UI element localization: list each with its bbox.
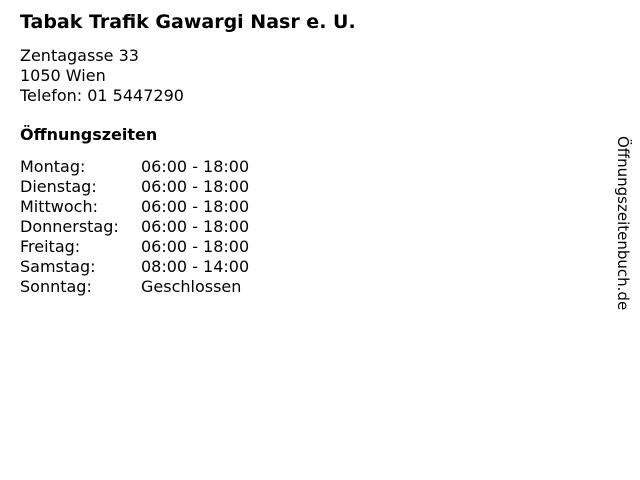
hours-day-label: Samstag: [20,257,96,276]
business-name: Tabak Trafik Gawargi Nasr e. U. [20,11,356,33]
hours-row-sunday: Sonntag: Geschlossen [20,277,356,297]
hours-day-label: Freitag: [20,237,81,256]
site-branding-vertical-text: Öffnungszeitenbuch.de [614,136,632,311]
business-phone: Telefon: 01 5447290 [20,86,184,105]
hours-time-value: 06:00 - 18:00 [141,177,250,196]
hours-row-friday: Freitag: 06:00 - 18:00 [20,237,356,257]
hours-row-tuesday: Dienstag: 06:00 - 18:00 [20,177,356,197]
hours-row-monday: Montag: 06:00 - 18:00 [20,157,356,177]
hours-time-value: 06:00 - 18:00 [141,157,250,176]
business-address: Zentagasse 33 1050 Wien Telefon: 01 5447… [20,46,356,106]
hours-row-saturday: Samstag: 08:00 - 14:00 [20,257,356,277]
listing-page: Tabak Trafik Gawargi Nasr e. U. Zentagas… [20,11,356,297]
hours-time-value: 06:00 - 18:00 [141,197,250,216]
hours-time-value: 06:00 - 18:00 [141,217,250,236]
address-city: 1050 Wien [20,66,106,85]
hours-day-label: Donnerstag: [20,217,119,236]
hours-row-thursday: Donnerstag: 06:00 - 18:00 [20,217,356,237]
opening-hours-heading: Öffnungszeiten [20,125,158,144]
hours-day-label: Montag: [20,157,86,176]
hours-time-value: Geschlossen [141,277,242,296]
hours-time-value: 06:00 - 18:00 [141,237,250,256]
hours-day-label: Dienstag: [20,177,97,196]
hours-row-wednesday: Mittwoch: 06:00 - 18:00 [20,197,356,217]
hours-time-value: 08:00 - 14:00 [141,257,250,276]
hours-day-label: Sonntag: [20,277,92,296]
hours-day-label: Mittwoch: [20,197,98,216]
opening-hours-table: Montag: 06:00 - 18:00 Dienstag: 06:00 - … [20,157,356,297]
address-street: Zentagasse 33 [20,46,139,65]
